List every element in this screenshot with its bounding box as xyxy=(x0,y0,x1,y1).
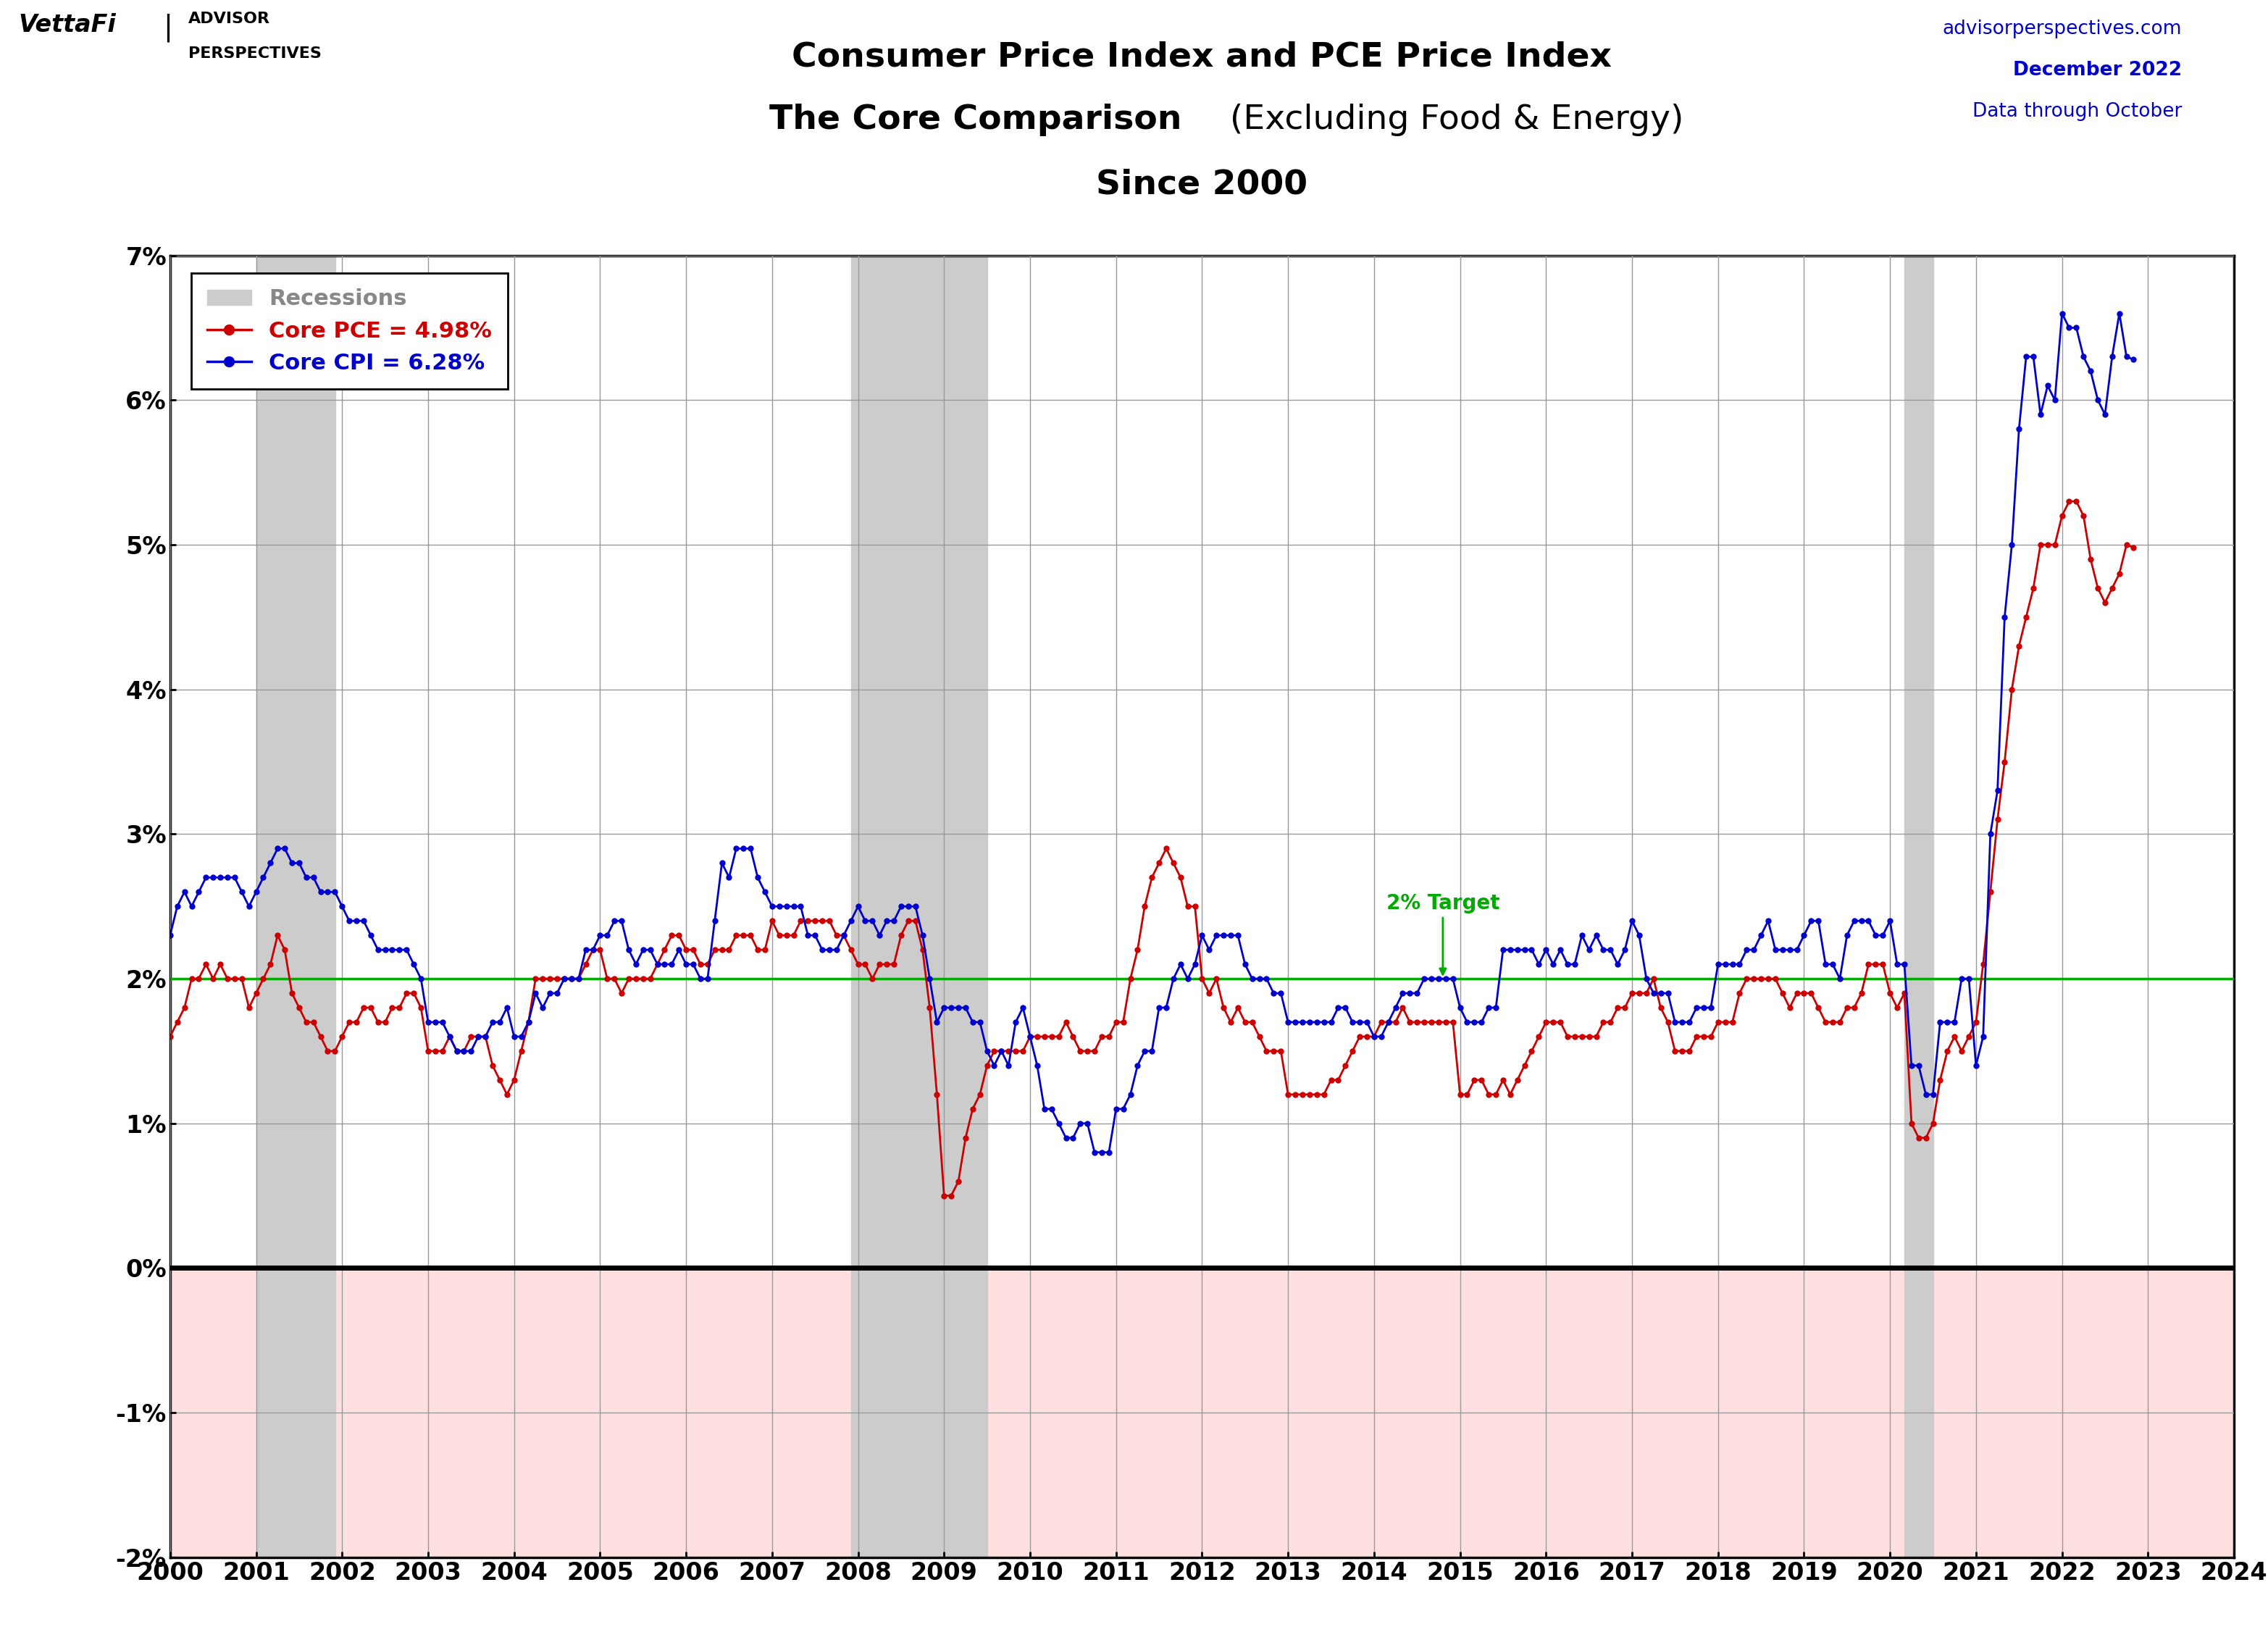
Legend: Recessions, Core PCE = 4.98%, Core CPI = 6.28%: Recessions, Core PCE = 4.98%, Core CPI =… xyxy=(191,274,508,389)
Text: Consumer Price Index and PCE Price Index: Consumer Price Index and PCE Price Index xyxy=(792,41,1613,74)
Bar xyxy=(851,255,987,1557)
Text: (Excluding Food & Energy): (Excluding Food & Energy) xyxy=(1220,104,1683,137)
Text: Since 2000: Since 2000 xyxy=(1095,168,1309,201)
Text: VettaFi: VettaFi xyxy=(18,13,116,38)
Text: 2% Target: 2% Target xyxy=(1386,893,1499,974)
Text: advisorperspectives.com: advisorperspectives.com xyxy=(1941,20,2182,38)
Bar xyxy=(1905,255,1932,1557)
Text: Data through October: Data through October xyxy=(1973,102,2182,120)
Text: PERSPECTIVES: PERSPECTIVES xyxy=(188,46,322,61)
Text: ADVISOR: ADVISOR xyxy=(188,12,270,26)
Text: December 2022: December 2022 xyxy=(2014,61,2182,79)
Text: |: | xyxy=(163,13,172,41)
Text: The Core Comparison: The Core Comparison xyxy=(769,104,1182,137)
Bar xyxy=(170,1267,2234,1557)
Bar xyxy=(256,255,336,1557)
